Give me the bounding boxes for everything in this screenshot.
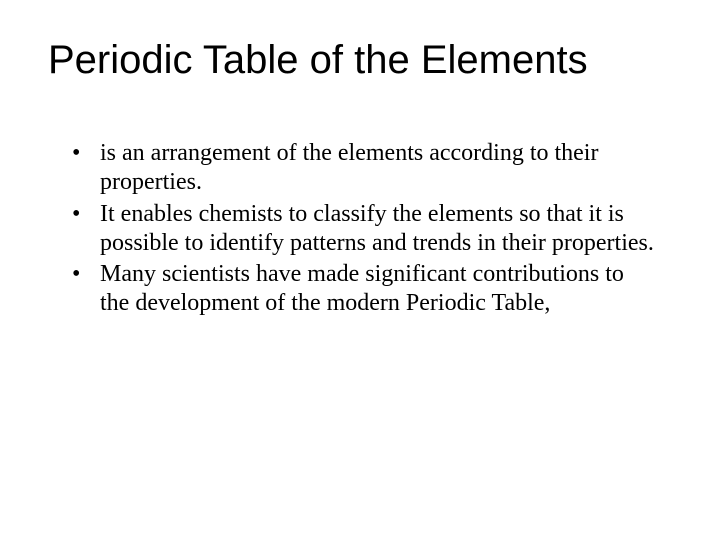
bullet-item: Many scientists have made significant co… bbox=[72, 260, 656, 319]
bullet-item: is an arrangement of the elements accord… bbox=[72, 139, 656, 198]
slide: Periodic Table of the Elements is an arr… bbox=[0, 0, 720, 540]
bullet-list: is an arrangement of the elements accord… bbox=[48, 139, 672, 319]
slide-title: Periodic Table of the Elements bbox=[48, 38, 672, 83]
bullet-item: It enables chemists to classify the elem… bbox=[72, 200, 656, 259]
